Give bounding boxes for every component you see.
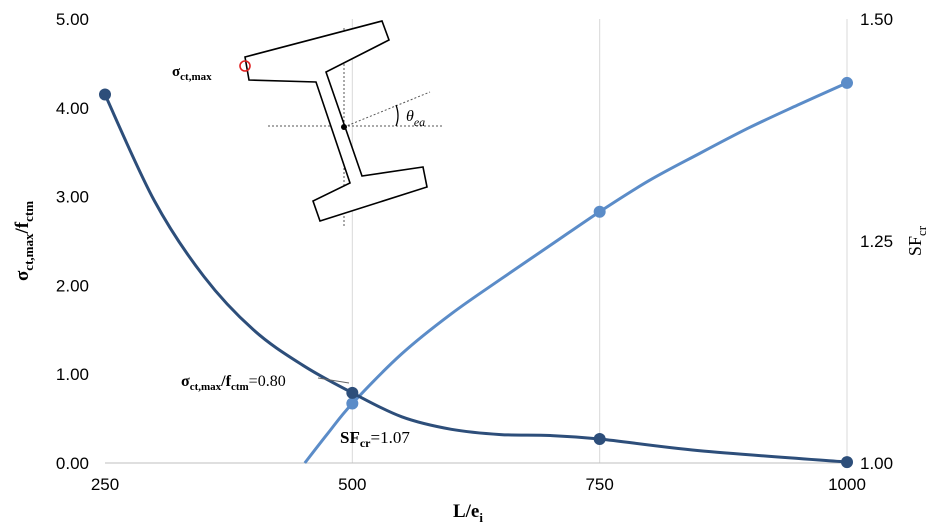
sf-cr-marker-1000 — [841, 76, 853, 89]
x-axis-title: L/ei — [453, 501, 483, 523]
stress-ratio-marker-1000 — [841, 456, 853, 469]
x-tick-250: 250 — [91, 475, 119, 494]
left-y-tick-3.00: 3.00 — [56, 188, 89, 207]
series-markers — [99, 76, 853, 469]
centroid-dot — [341, 124, 347, 130]
sf-cr-series-line — [303, 81, 848, 464]
right-y-tick-labels: 1.00 1.25 1.50 — [860, 10, 893, 473]
right-y-tick-1.00: 1.00 — [860, 454, 893, 473]
ratio-label-leader — [317, 377, 350, 384]
left-y-tick-0.00: 0.00 — [56, 454, 89, 473]
x-tick-1000: 1000 — [828, 475, 866, 494]
theta-arc — [395, 104, 399, 127]
stress-ratio-marker-250 — [99, 88, 111, 101]
stress-ratio-annotation: σct,max/fctm=0.80 — [181, 373, 286, 393]
inclined-principal-axis — [343, 91, 431, 128]
x-tick-labels: 250 500 750 1000 — [91, 475, 866, 494]
sigma-ct-max-label: σct,max — [172, 64, 212, 83]
left-y-tick-2.00: 2.00 — [56, 276, 89, 295]
stress-ratio-marker-500 — [346, 386, 359, 399]
gridlines — [351, 19, 848, 463]
girder-cross-section-diagram — [239, 20, 444, 226]
critical-point-ring — [239, 60, 251, 72]
left-y-tick-1.00: 1.00 — [56, 365, 89, 384]
theta-ea-label: θea — [406, 108, 425, 129]
stress-ratio-marker-750 — [593, 433, 606, 446]
right-y-axis-title: SFcr — [905, 225, 929, 256]
x-tick-500: 500 — [338, 475, 366, 494]
i-section-outline — [244, 20, 428, 222]
left-y-tick-5.00: 5.00 — [56, 10, 89, 29]
right-y-tick-1.25: 1.25 — [860, 232, 893, 251]
sf-cr-annotation: SFcr=1.07 — [340, 428, 410, 450]
left-y-axis-title: σct,max/fctm — [12, 201, 36, 281]
sf-cr-marker-750 — [593, 205, 606, 218]
stress-ratio-series-line — [103, 93, 848, 464]
left-y-tick-labels: 0.00 1.00 2.00 3.00 4.00 5.00 — [56, 10, 89, 473]
right-y-tick-1.50: 1.50 — [860, 10, 893, 29]
sf-cr-marker-500 — [346, 397, 359, 410]
left-y-tick-4.00: 4.00 — [56, 99, 89, 118]
x-tick-750: 750 — [585, 475, 613, 494]
